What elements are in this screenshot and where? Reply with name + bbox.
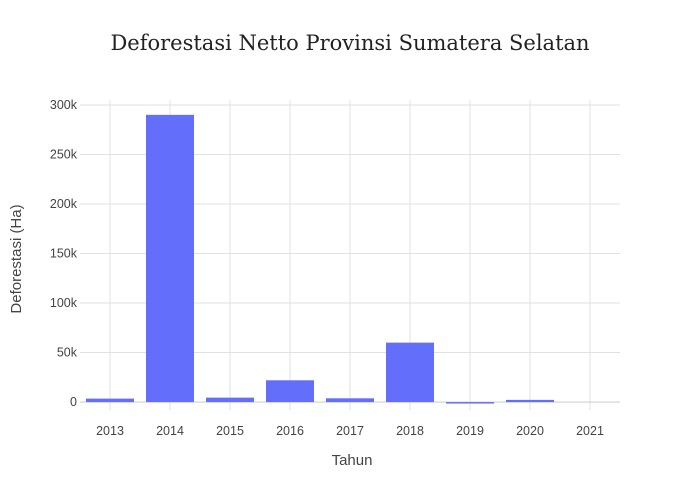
bar-2016[interactable] <box>266 380 314 403</box>
chart-title: Deforestasi Netto Provinsi Sumatera Sela… <box>110 31 589 55</box>
bar-2018[interactable] <box>386 342 434 403</box>
x-axis-title: Tahun <box>332 452 373 469</box>
y-tick-label: 250k <box>50 147 78 161</box>
bar-2015[interactable] <box>206 397 254 403</box>
x-tick-label: 2018 <box>396 424 424 438</box>
y-tick-label: 100k <box>50 296 78 310</box>
x-tick-labels: 2013 2014 2015 2016 2017 2018 2019 2020 2021 <box>96 424 604 438</box>
x-tick-label: 2015 <box>216 424 244 438</box>
x-tick-label: 2020 <box>516 424 544 438</box>
bar-2013[interactable] <box>86 398 134 403</box>
x-tick-label: 2019 <box>456 424 484 438</box>
x-tick-label: 2013 <box>96 424 124 438</box>
y-axis-title: Deforestasi (Ha) <box>8 204 25 313</box>
y-tick-label: 150k <box>50 247 78 261</box>
x-tick-label: 2017 <box>336 424 364 438</box>
bars <box>86 114 554 404</box>
y-tick-label: 200k <box>50 197 78 211</box>
y-tick-label: 300k <box>50 98 78 112</box>
y-tick-label: 50k <box>57 346 78 360</box>
x-tick-label: 2021 <box>576 424 604 438</box>
y-tick-labels: 0 50k 100k 150k 200k 250k 300k <box>50 98 78 409</box>
x-tick-label: 2014 <box>156 424 184 438</box>
bar-2014[interactable] <box>146 114 194 403</box>
x-tick-label: 2016 <box>276 424 304 438</box>
bar-2017[interactable] <box>326 398 374 403</box>
y-tick-label: 0 <box>70 395 77 409</box>
bar-2020[interactable] <box>506 399 554 403</box>
bar-2019[interactable] <box>446 402 494 404</box>
